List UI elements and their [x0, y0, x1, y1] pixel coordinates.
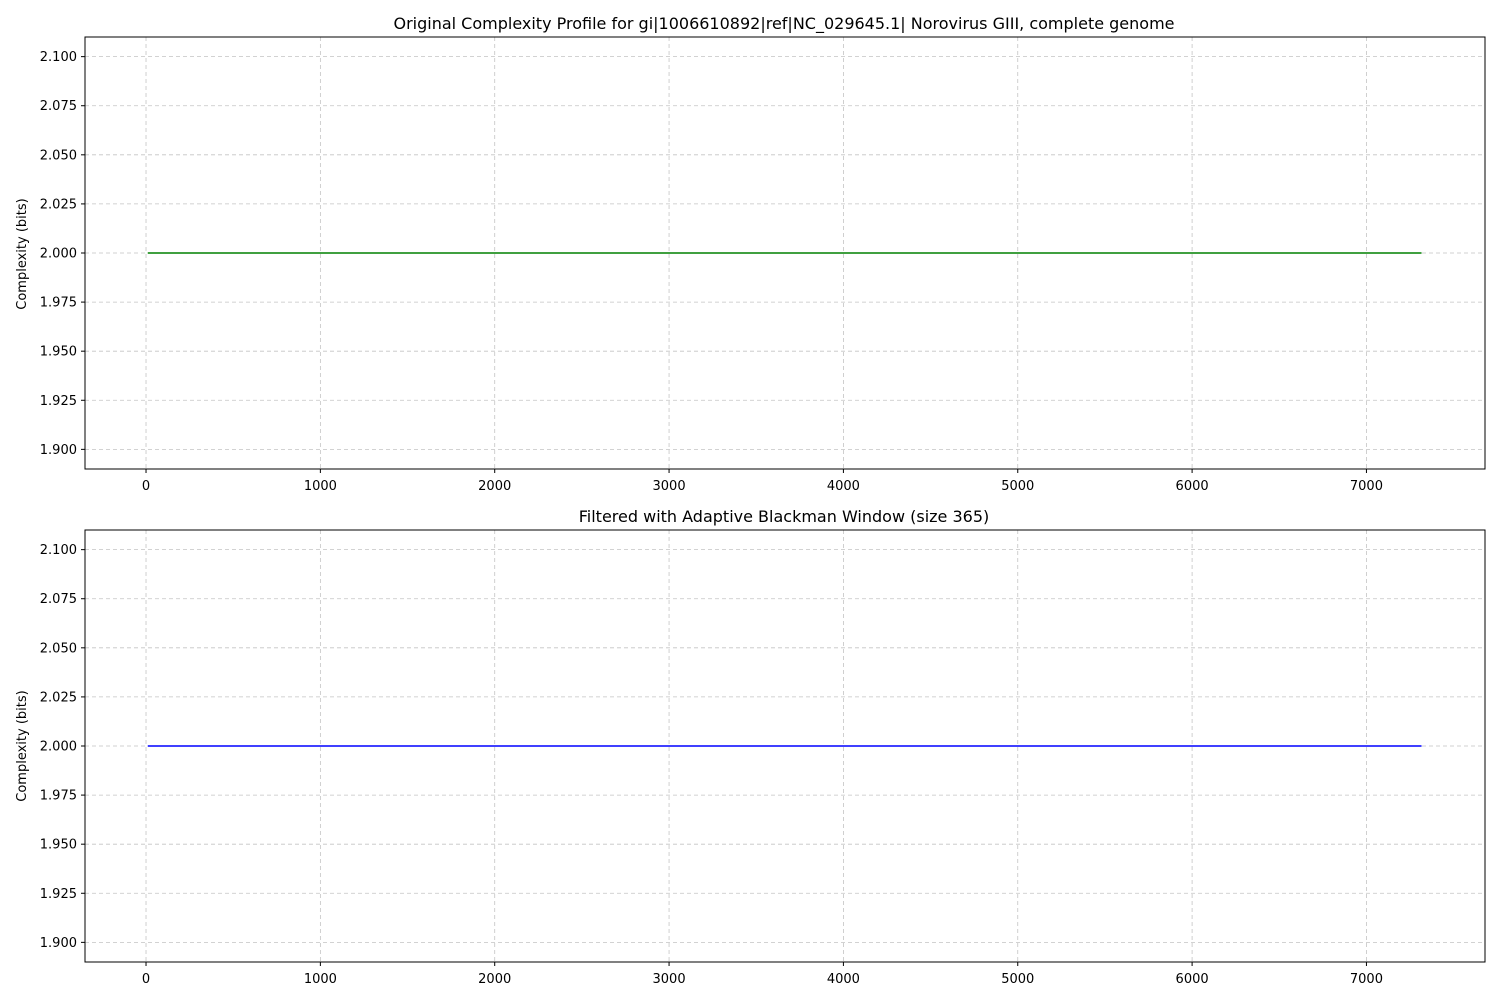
y-axis-label: Complexity (bits) [15, 690, 30, 801]
y-tick-label: 2.100 [40, 50, 77, 65]
y-tick-label: 2.025 [40, 197, 77, 212]
y-axis-label: Complexity (bits) [15, 198, 30, 309]
y-tick-label: 2.100 [40, 543, 77, 558]
x-tick-label: 0 [142, 479, 150, 494]
y-tick-label: 2.075 [40, 592, 77, 607]
x-tick-label: 3000 [653, 972, 686, 987]
y-tick-label: 1.975 [40, 296, 77, 311]
plot-area: 0 1000 2000 3000 4000 5000 6000 7000 1.900 1.925 1… [40, 529, 1486, 987]
x-tick-label: 4000 [827, 972, 860, 987]
x-tick-label: 5000 [1001, 479, 1034, 494]
x-tick-label: 7000 [1350, 972, 1383, 987]
x-tick-label: 4000 [827, 479, 860, 494]
x-tick-label: 6000 [1176, 972, 1209, 987]
y-tick-label: 2.000 [40, 247, 77, 262]
chart-filtered-complexity: Filtered with Adaptive Blackman Window (… [15, 507, 1486, 987]
y-tick-label: 2.075 [40, 99, 77, 114]
x-tick-label: 0 [142, 972, 150, 987]
y-tick-label: 2.000 [40, 740, 77, 755]
y-tick-label: 2.050 [40, 148, 77, 163]
y-tick-label: 1.950 [40, 345, 77, 360]
y-tick-label: 1.900 [40, 443, 77, 458]
x-tick-label: 3000 [653, 479, 686, 494]
chart-title: Original Complexity Profile for gi|10066… [393, 14, 1174, 34]
chart-title: Filtered with Adaptive Blackman Window (… [579, 507, 990, 526]
y-tick-label: 1.925 [40, 394, 77, 409]
x-tick-label: 2000 [478, 972, 511, 987]
y-tick-label: 1.975 [40, 789, 77, 804]
x-tick-label: 7000 [1350, 479, 1383, 494]
x-tick-label: 1000 [304, 479, 337, 494]
y-tick-label: 2.025 [40, 690, 77, 705]
y-tick-label: 1.925 [40, 887, 77, 902]
y-tick-label: 2.050 [40, 641, 77, 656]
x-tick-label: 2000 [478, 479, 511, 494]
x-tick-label: 6000 [1176, 479, 1209, 494]
plot-area: 0 1000 2000 3000 4000 5000 6000 7000 1.900 1.925 1… [40, 36, 1486, 494]
y-tick-label: 1.900 [40, 936, 77, 951]
chart-original-complexity: Original Complexity Profile for gi|10066… [15, 14, 1486, 494]
x-tick-label: 5000 [1001, 972, 1034, 987]
x-tick-label: 1000 [304, 972, 337, 987]
y-tick-label: 1.950 [40, 838, 77, 853]
